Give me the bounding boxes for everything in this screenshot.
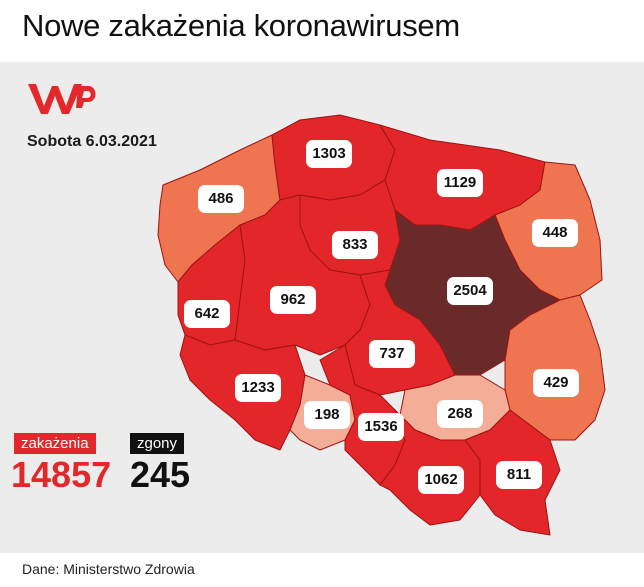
region-value-label: 737	[369, 340, 415, 368]
region-value-label: 268	[437, 400, 483, 428]
region-value-label: 2504	[447, 277, 493, 305]
region-value-label: 198	[304, 401, 350, 429]
region-value-label: 833	[332, 231, 378, 259]
region-value-label: 1303	[306, 140, 352, 168]
region-value-label: 642	[184, 300, 230, 328]
page-title: Nowe zakażenia koronawirusem	[22, 8, 460, 43]
infections-label: zakażenia	[14, 433, 96, 454]
wp-logo-icon	[28, 84, 96, 114]
deaths-total: 245	[130, 454, 191, 495]
region-value-label: 1129	[437, 169, 483, 197]
deaths-label: zgony	[130, 433, 185, 454]
region-value-label: 429	[533, 369, 579, 397]
infections-total: 14857	[11, 454, 112, 495]
source-note: Dane: Ministerstwo Zdrowia	[22, 561, 195, 577]
region-value-label: 486	[198, 185, 244, 213]
region-value-label: 1536	[358, 413, 404, 441]
region-value-label: 962	[270, 286, 316, 314]
region-value-label: 448	[532, 219, 578, 247]
date-label: Sobota 6.03.2021	[27, 133, 157, 150]
region-value-label: 1062	[418, 466, 464, 494]
region-value-label: 811	[496, 461, 542, 489]
region-value-label: 1233	[235, 374, 281, 402]
header: Nowe zakażenia koronawirusem	[0, 0, 644, 62]
